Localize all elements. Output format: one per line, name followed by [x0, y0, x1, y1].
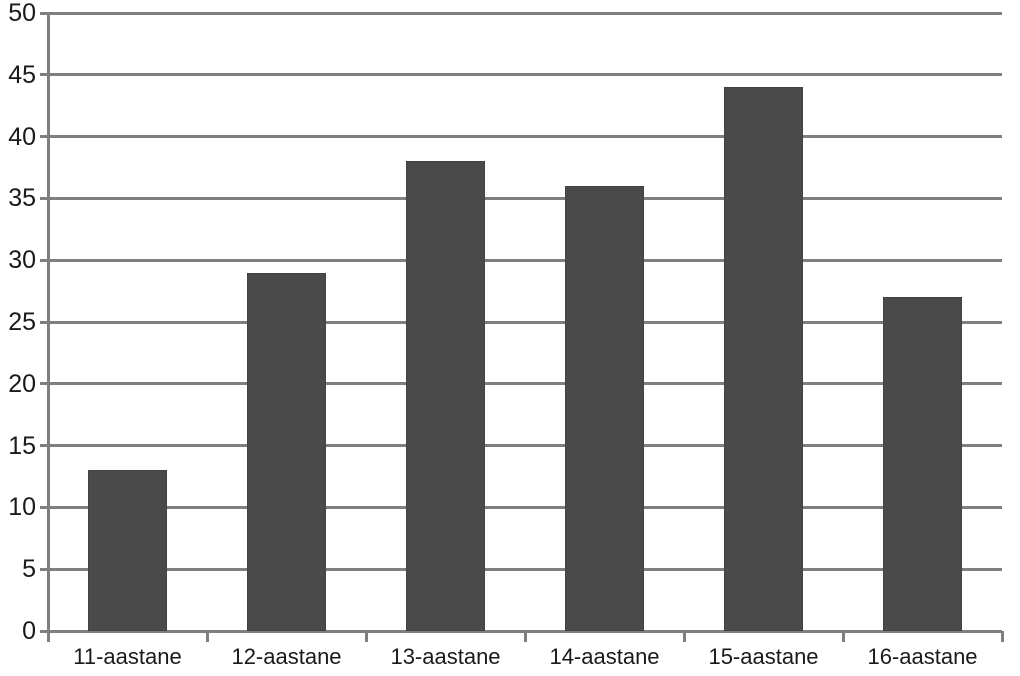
y-tick-label: 40 — [8, 122, 36, 151]
gridline — [48, 11, 1002, 15]
y-tick-label: 30 — [8, 246, 36, 275]
gridline — [48, 320, 1002, 324]
x-axis-tick — [523, 631, 527, 642]
gridline — [48, 505, 1002, 509]
x-axis-tick — [682, 631, 686, 642]
y-axis-tick — [40, 11, 48, 15]
gridline — [48, 567, 1002, 571]
y-tick-label: 25 — [8, 308, 36, 336]
bar — [883, 297, 962, 631]
x-category-label: 12-aastane — [231, 644, 342, 669]
y-axis-tick — [40, 135, 48, 139]
y-tick-label: 10 — [8, 493, 36, 522]
y-tick-label: 50 — [8, 0, 36, 27]
gridline — [48, 444, 1002, 448]
y-tick-label: 45 — [8, 60, 36, 89]
bar — [247, 272, 326, 631]
x-axis-tick — [205, 631, 209, 642]
y-tick-label: 15 — [8, 431, 36, 460]
x-axis-tick — [46, 631, 50, 642]
x-category-label: 16-aastane — [867, 644, 978, 669]
bar — [724, 87, 803, 631]
x-axis-tick — [841, 631, 845, 642]
gridline — [48, 135, 1002, 139]
x-category-label: 14-aastane — [549, 644, 660, 669]
y-axis-tick — [40, 444, 48, 448]
y-axis-tick — [40, 505, 48, 509]
y-axis-tick — [40, 196, 48, 200]
y-tick-label: 35 — [8, 184, 36, 213]
y-axis-tick — [40, 320, 48, 324]
y-tick-label: 0 — [22, 617, 36, 645]
x-category-label: 11-aastane — [73, 644, 182, 669]
bar — [88, 470, 167, 631]
y-axis-tick — [40, 258, 48, 262]
gridline — [48, 382, 1002, 386]
gridline — [48, 258, 1002, 262]
y-axis-line — [46, 13, 50, 642]
gridline — [48, 196, 1002, 200]
y-tick-label: 20 — [8, 369, 36, 398]
x-category-label: 15-aastane — [708, 644, 819, 669]
gridline — [48, 73, 1002, 77]
x-axis-tick — [1000, 631, 1004, 642]
x-axis-tick — [364, 631, 368, 642]
y-axis-tick — [40, 73, 48, 77]
x-category-label: 13-aastane — [390, 644, 501, 669]
bar — [565, 186, 644, 631]
bar — [406, 161, 485, 631]
x-axis-line — [40, 629, 1002, 633]
y-axis-tick — [40, 567, 48, 571]
y-tick-label: 5 — [22, 555, 36, 584]
y-axis-tick — [40, 382, 48, 386]
